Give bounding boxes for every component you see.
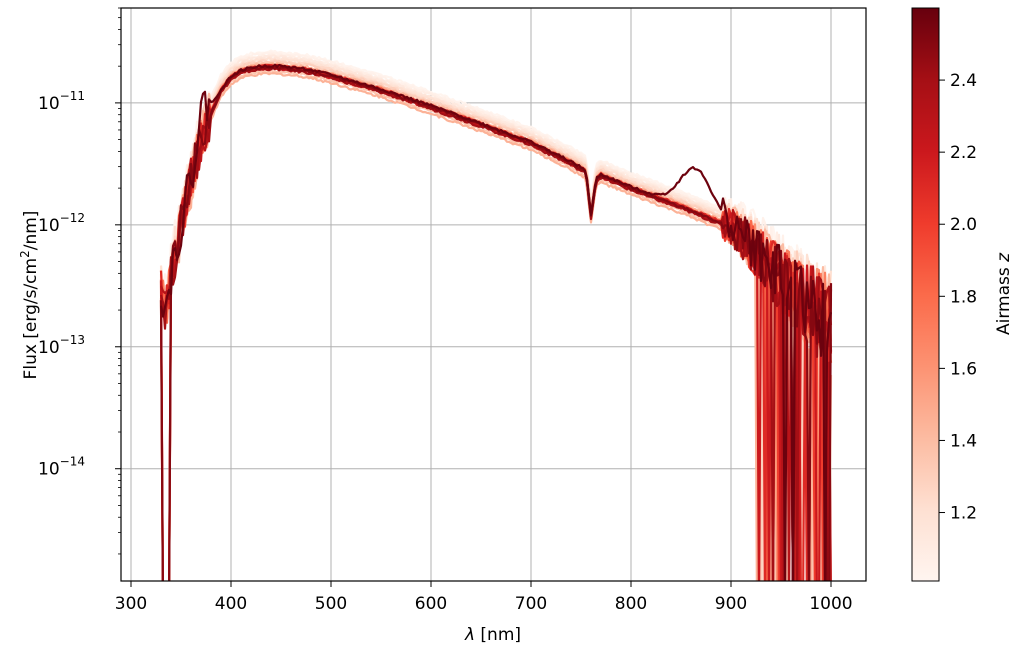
y-axis-label-main: Flux [erg/s/cm: [21, 258, 41, 380]
colorbar-label-symbol: z: [994, 252, 1014, 263]
x-tick-label: 600: [415, 594, 447, 614]
x-axis-label-symbol: λ: [464, 625, 475, 645]
colorbar-tick-label: 1.4: [950, 431, 977, 451]
y-tick-label: 10−14: [38, 455, 85, 480]
y-axis-label: Flux [erg/s/cm2/nm]: [18, 211, 41, 380]
colorbar-label: Airmass z: [994, 252, 1014, 335]
colorbar-gradient: [911, 7, 940, 582]
y-tick-label: 10−12: [38, 211, 85, 236]
x-axis-ticks: 300 400 500 600 700 800 900 1000: [115, 581, 853, 614]
y-axis-ticks: 10−11 10−12 10−13 10−14: [38, 7, 121, 555]
colorbar-tick-label: 1.6: [950, 359, 977, 379]
series-group: [159, 49, 833, 581]
spectrum-series-line: [159, 59, 832, 581]
y-axis-label-tail: /nm]: [21, 211, 41, 251]
x-tick-label: 800: [615, 594, 647, 614]
x-tick-label: 400: [215, 594, 247, 614]
colorbar-tick-label: 2.2: [950, 143, 977, 163]
y-axis-label-sup: 2: [18, 250, 32, 258]
x-axis-label-unit: [nm]: [475, 625, 521, 645]
colorbar-tick-label: 2.0: [950, 215, 977, 235]
x-tick-label: 500: [315, 594, 347, 614]
plot-frame: [120, 7, 867, 582]
colorbar-ticks: 1.2 1.4 1.6 1.8 2.0 2.2 2.4: [939, 71, 977, 524]
spectrum-series-line: [159, 69, 833, 581]
x-tick-label: 900: [715, 594, 747, 614]
colorbar-tick-label: 1.2: [950, 504, 977, 524]
x-tick-label: 1000: [809, 594, 852, 614]
y-tick-label: 10−11: [38, 89, 85, 114]
spectrum-series-line: [159, 63, 833, 581]
colorbar: 1.2 1.4 1.6 1.8 2.0 2.2 2.4 Airmass z: [911, 7, 1014, 582]
x-axis-label: λ [nm]: [464, 625, 521, 645]
x-tick-label: 300: [115, 594, 147, 614]
y-tick-label: 10−13: [38, 333, 85, 358]
colorbar-label-text: Airmass: [994, 262, 1014, 335]
colorbar-tick-label: 2.4: [950, 71, 977, 91]
x-tick-label: 700: [515, 594, 547, 614]
colorbar-tick-label: 1.8: [950, 287, 977, 307]
spectrum-series-line: [159, 71, 833, 581]
